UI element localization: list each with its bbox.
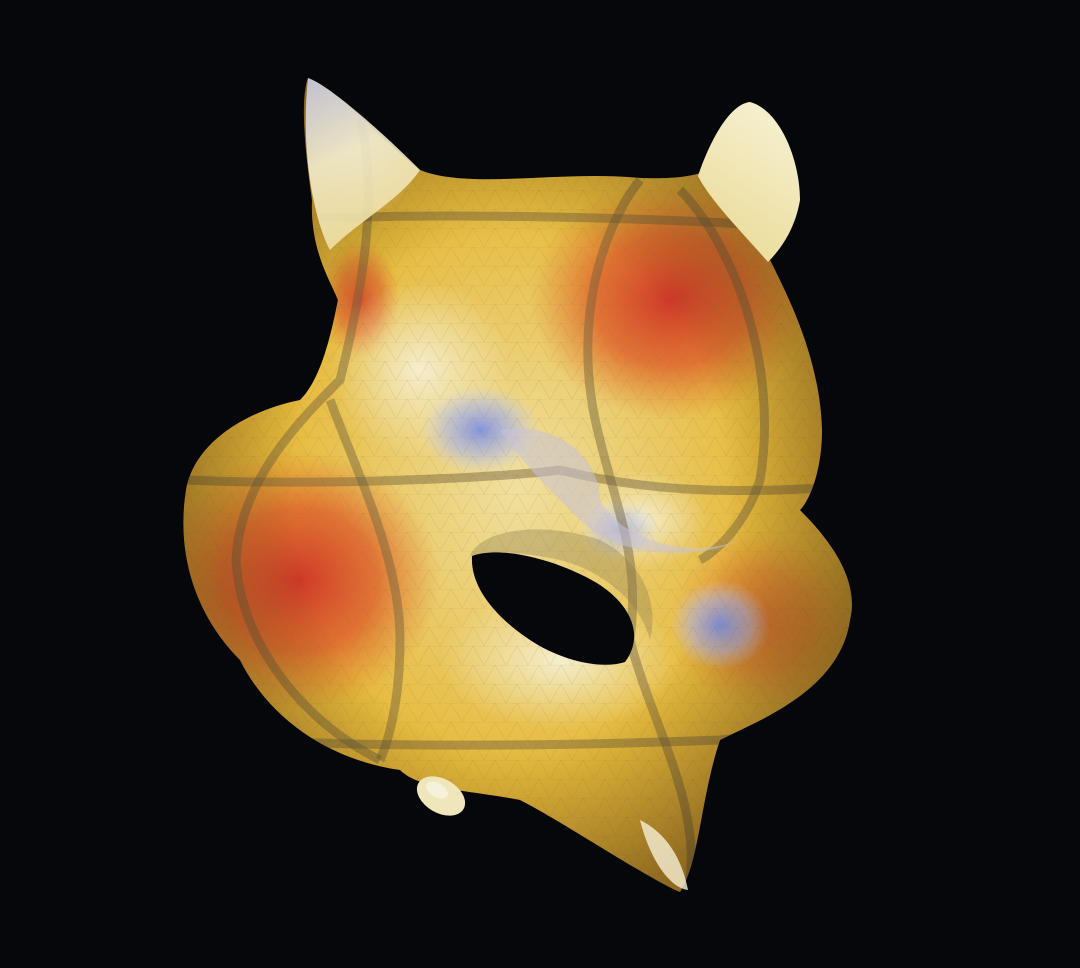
surface-hole	[471, 552, 635, 665]
small-blob	[416, 776, 466, 816]
small-blob-highlight	[426, 781, 448, 799]
inner-fold	[500, 428, 740, 554]
bottom-spike	[640, 820, 688, 890]
right-horn	[698, 102, 800, 262]
left-horn	[305, 78, 420, 250]
hole-rim	[470, 529, 653, 640]
